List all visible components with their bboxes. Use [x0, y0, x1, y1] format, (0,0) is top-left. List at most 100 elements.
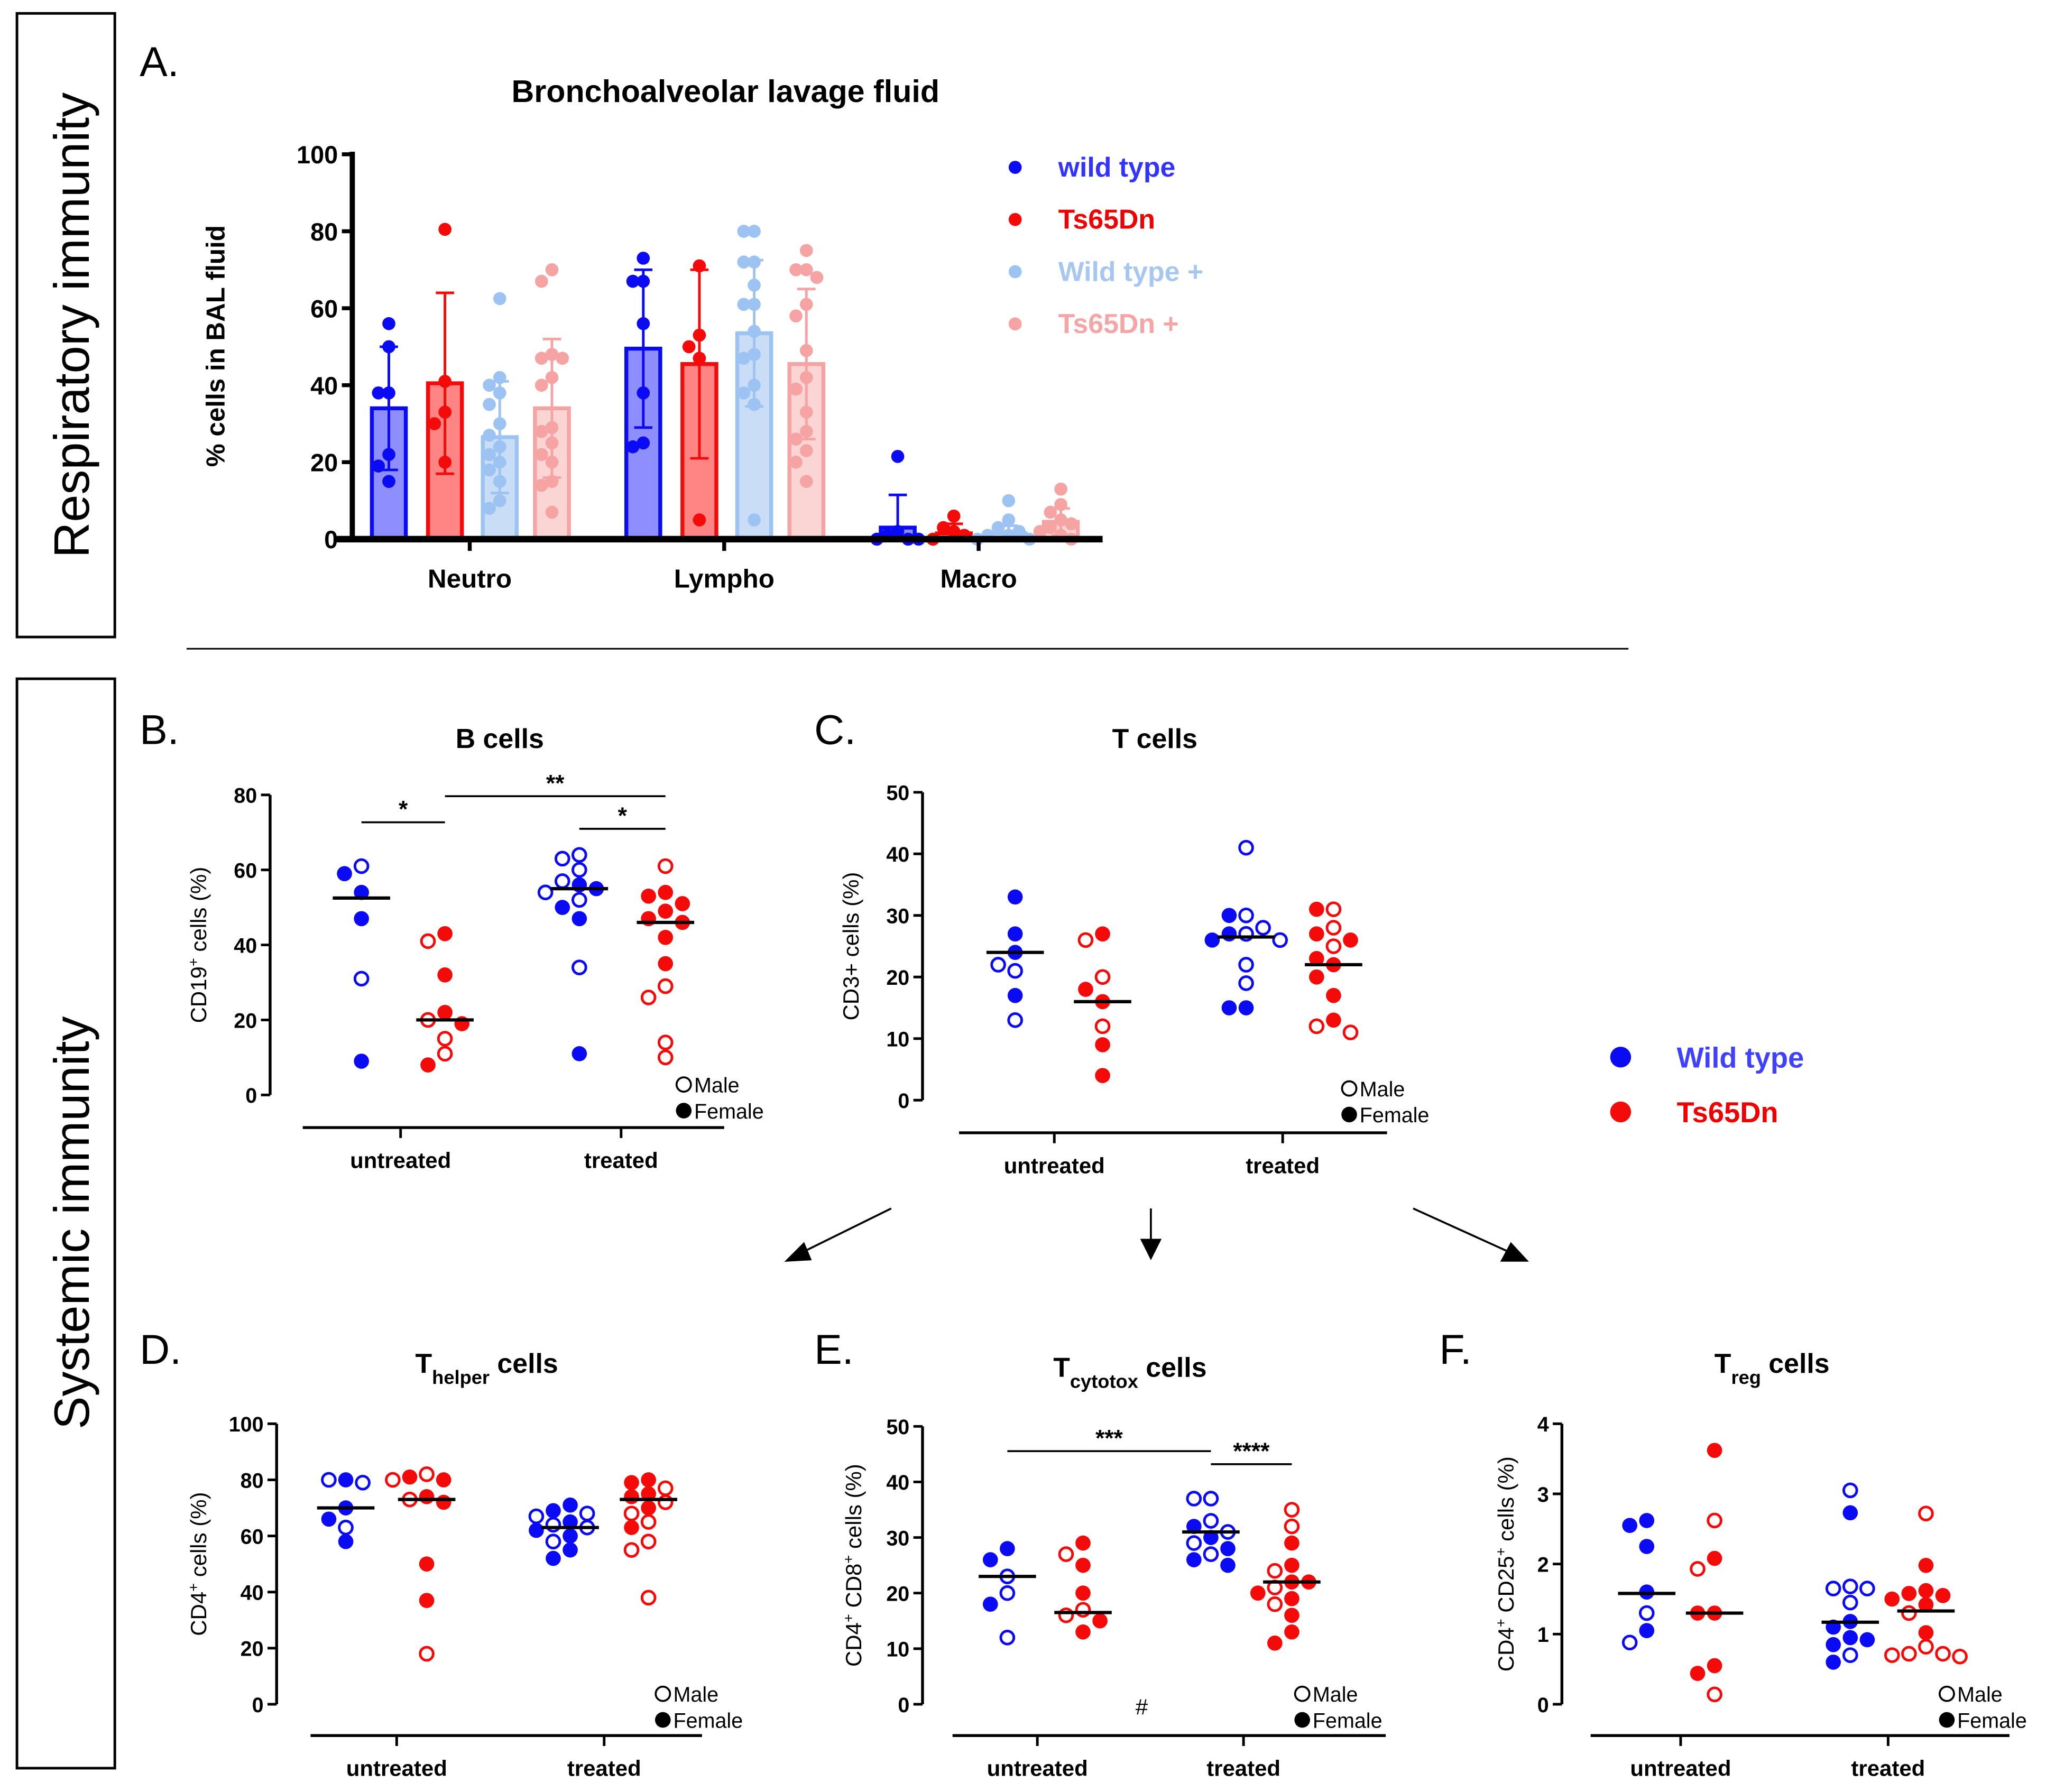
male-data-point	[419, 1646, 435, 1662]
y-axis-label: CD4+ CD25+ cells (%)	[1492, 1456, 1519, 1671]
arrowhead-icon	[1500, 1242, 1529, 1262]
x-tick-label: treated	[567, 1756, 641, 1781]
data-point	[545, 348, 559, 361]
legend-marker	[1610, 1101, 1632, 1123]
male-data-point	[1952, 1648, 1968, 1665]
chart-title: Thelper cells	[416, 1348, 558, 1388]
data-point	[545, 436, 559, 450]
data-point	[748, 255, 761, 269]
male-data-point	[1935, 1646, 1951, 1662]
male-data-point	[1186, 1491, 1202, 1507]
female-data-point	[338, 1534, 354, 1549]
male-data-point	[657, 858, 674, 874]
female-data-point	[338, 1472, 354, 1488]
text-part: CD3+ cells (%)	[838, 872, 863, 1021]
male-data-point	[353, 858, 370, 874]
data-point	[382, 317, 395, 330]
female-data-point	[641, 1486, 656, 1502]
significance-label: ****	[1233, 1438, 1270, 1464]
female-data-point	[1707, 1550, 1722, 1566]
text-part: cells	[1138, 1352, 1207, 1382]
female-data-point	[1095, 1068, 1110, 1083]
data-point	[382, 340, 395, 354]
legend-marker	[1008, 317, 1022, 331]
x-tick-label: treated	[584, 1148, 658, 1173]
text-part: cells	[1761, 1348, 1830, 1379]
female-data-point	[1622, 1518, 1637, 1534]
y-tick-label: 60	[310, 295, 338, 322]
data-point	[438, 456, 451, 469]
female-data-point	[1078, 982, 1093, 997]
superscript: +	[185, 958, 201, 966]
data-point	[748, 225, 761, 238]
male-data-point	[1342, 1024, 1359, 1040]
data-point	[947, 525, 961, 538]
male-marker-icon	[1341, 1080, 1358, 1097]
male-data-point	[1842, 1482, 1858, 1499]
data-point	[493, 386, 506, 400]
data-point	[483, 398, 496, 411]
text-part: B cells	[456, 723, 544, 754]
legend-female: Female	[1360, 1104, 1430, 1127]
text-part: CD4	[186, 1592, 211, 1636]
x-tick-label: Neutro	[428, 564, 512, 593]
data-point	[428, 417, 441, 430]
male-data-point	[1325, 920, 1342, 936]
data-point	[693, 352, 706, 365]
data-point	[545, 475, 559, 488]
female-data-point	[1095, 926, 1110, 942]
sex-legend: Male Female	[655, 1683, 743, 1732]
data-point	[799, 298, 813, 311]
female-data-point	[1639, 1513, 1655, 1528]
male-data-point	[1058, 1546, 1074, 1562]
female-data-point	[555, 900, 570, 915]
y-tick-label: 1	[1537, 1623, 1549, 1647]
legend-label: Ts65Dn	[1677, 1096, 1778, 1129]
x-tick-label: untreated	[987, 1756, 1088, 1781]
male-data-point	[572, 862, 587, 878]
data-point	[991, 521, 1005, 534]
data-point	[483, 502, 496, 515]
male-data-point	[1901, 1646, 1917, 1662]
male-data-point	[657, 1494, 674, 1510]
data-point	[1054, 498, 1067, 511]
y-axis-label: CD19+ cells (%)	[185, 867, 211, 1023]
panel-label: E.	[814, 1326, 854, 1373]
male-marker-icon	[675, 1076, 692, 1093]
y-tick-label: 0	[898, 1089, 909, 1113]
female-data-point	[1075, 1624, 1091, 1640]
data-point	[748, 513, 761, 526]
female-data-point	[420, 1057, 436, 1073]
female-data-point	[1238, 1000, 1254, 1015]
male-data-point	[572, 847, 587, 863]
female-data-point	[982, 1552, 998, 1567]
data-point	[682, 340, 696, 354]
male-data-point	[1707, 1686, 1722, 1703]
data-point	[545, 371, 559, 384]
arrows	[784, 1207, 1529, 1262]
data-point	[483, 429, 496, 442]
panel-d-scatter: D. Thelper cells CD4+ cells (%) 0 20 40 60 80 10…	[140, 1326, 743, 1781]
male-data-point	[1690, 1561, 1706, 1577]
female-data-point	[563, 1528, 578, 1544]
data-point	[737, 225, 751, 238]
male-data-point	[353, 971, 370, 987]
male-data-point	[1238, 975, 1254, 991]
female-data-point	[1007, 987, 1023, 1003]
data-point	[748, 279, 761, 292]
male-data-point	[1094, 969, 1111, 985]
male-data-point	[1918, 1639, 1934, 1655]
female-data-point	[1707, 1658, 1722, 1674]
male-data-point	[528, 1508, 545, 1525]
respiratory-label: Respiratory immunity	[44, 93, 99, 558]
female-data-point	[1095, 1037, 1110, 1052]
male-data-point	[1859, 1581, 1875, 1596]
y-tick-label: 20	[234, 1009, 257, 1032]
male-data-point	[420, 933, 436, 949]
female-data-point	[1007, 926, 1023, 942]
y-tick-label: 40	[886, 1471, 909, 1494]
female-marker-icon	[1341, 1106, 1357, 1123]
x-tick-label: untreated	[346, 1756, 447, 1781]
male-data-point	[1255, 920, 1271, 936]
significance-label: **	[546, 770, 565, 796]
